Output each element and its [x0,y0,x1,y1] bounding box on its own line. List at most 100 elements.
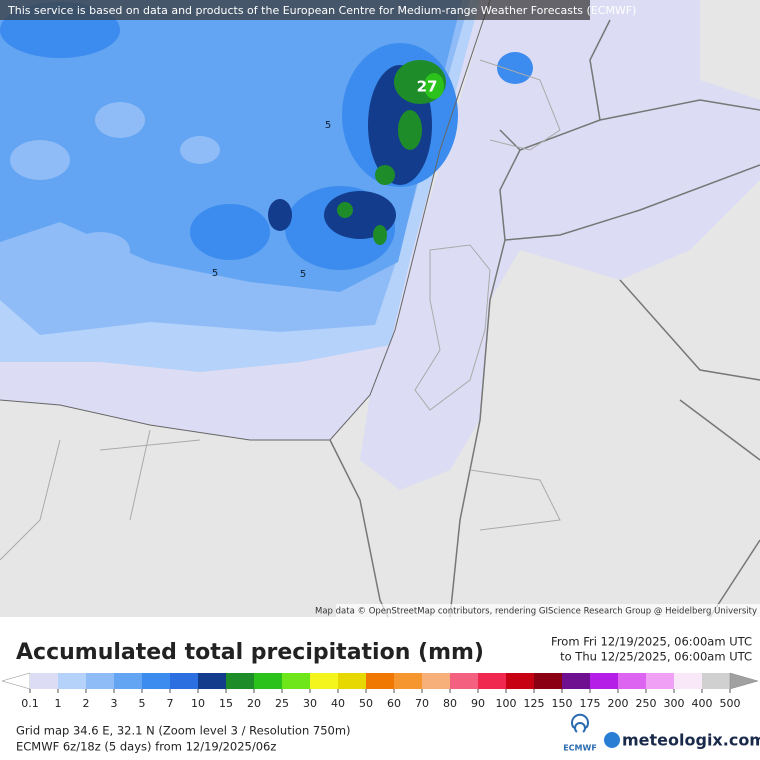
borders [0,0,760,618]
attribution: Map data © OpenStreetMap contributors, r… [315,607,757,617]
tick-label: 15 [219,697,233,710]
color-segment [114,673,143,689]
tick-label: 40 [331,697,345,710]
contour-label: 5 [212,268,218,279]
tick-label: 150 [552,697,573,710]
contour-label: 5 [325,120,331,131]
tick-label: 100 [496,697,517,710]
region [414,244,491,411]
color-segment [142,673,171,689]
blob [375,165,395,185]
color-segment [422,673,451,689]
precip-20 [424,73,444,99]
title: Accumulated total precipitation (mm) [16,640,484,665]
border [589,19,611,121]
color-segment [450,673,479,689]
model-info: ECMWF 6z/18z (5 days) from 12/19/2025/06… [16,740,276,754]
color-segment [366,673,395,689]
color-segment [338,673,367,689]
tick-label: 20 [247,697,261,710]
brand-logo: meteologix.com [604,731,760,750]
brand-icon [604,732,620,748]
blob [373,225,387,245]
blob [190,204,270,260]
blob [398,110,422,150]
color-segment [30,673,59,689]
color-segment [310,673,339,689]
border [619,279,760,381]
blob [70,232,130,268]
colorbar: 0.1 1 2 3 5 7 10 15 20 25 30 40 50 60 70 80 90 100 125 150 1… [1,672,759,710]
under-arrow [1,672,31,690]
blob [10,140,70,180]
tick-label: 3 [111,697,118,710]
tick-label: 90 [471,697,485,710]
blob [95,102,145,138]
tick-label: 7 [167,697,174,710]
tick-label: 0.1 [21,697,39,710]
precip-holes [10,102,220,268]
tick-label: 400 [692,697,713,710]
blob [337,202,353,218]
tick-label: 500 [720,697,741,710]
tick-label: 60 [387,697,401,710]
color-segment [58,673,87,689]
tick-label: 25 [275,697,289,710]
tick-label: 80 [443,697,457,710]
color-segment [646,673,675,689]
tick-label: 300 [664,697,685,710]
ecmwf-logo: ECMWF [563,713,597,753]
tick-label: 250 [636,697,657,710]
logo-mark [571,713,589,733]
border [679,399,760,461]
blob [497,52,533,84]
border [504,164,760,241]
border [519,99,760,151]
road [0,429,201,561]
tick-label: 30 [303,697,317,710]
region [469,469,561,531]
tick-label: 125 [524,697,545,710]
tick-label: 5 [139,697,146,710]
banner: This service is based on data and produc… [7,4,636,17]
color-segment [86,673,115,689]
over-arrow [729,672,759,690]
tick-label: 200 [608,697,629,710]
color-segment [478,673,507,689]
precip-land [360,0,760,490]
map-labels: 27 5 5 5 [212,78,438,281]
color-segment [534,673,563,689]
tick-label: 175 [580,697,601,710]
contour-label: 27 [417,78,438,96]
period-from: From Fri 12/19/2025, 06:00am UTC [551,635,752,649]
color-segment [590,673,619,689]
color-segment [254,673,283,689]
blob [268,199,292,231]
color-segment [702,673,731,689]
tick-label: 2 [83,697,90,710]
color-segment [282,673,311,689]
color-segment [198,673,227,689]
contour-label: 5 [300,269,306,280]
tick-label: 50 [359,697,373,710]
blob [180,136,220,164]
grid-info: Grid map 34.6 E, 32.1 N (Zoom level 3 / … [16,724,351,738]
color-segment [394,673,423,689]
region [479,59,561,151]
admin-lines [0,59,561,561]
attribution-bg [336,604,760,617]
color-segment [506,673,535,689]
tick-label: 10 [191,697,205,710]
color-segment [226,673,255,689]
map [0,0,760,618]
color-segment [674,673,703,689]
color-segment [170,673,199,689]
color-segment [562,673,591,689]
border [449,129,521,618]
tick-label: 70 [415,697,429,710]
coastline [0,0,491,441]
brand: meteologix.com [622,731,760,750]
tick-label: 1 [55,697,62,710]
